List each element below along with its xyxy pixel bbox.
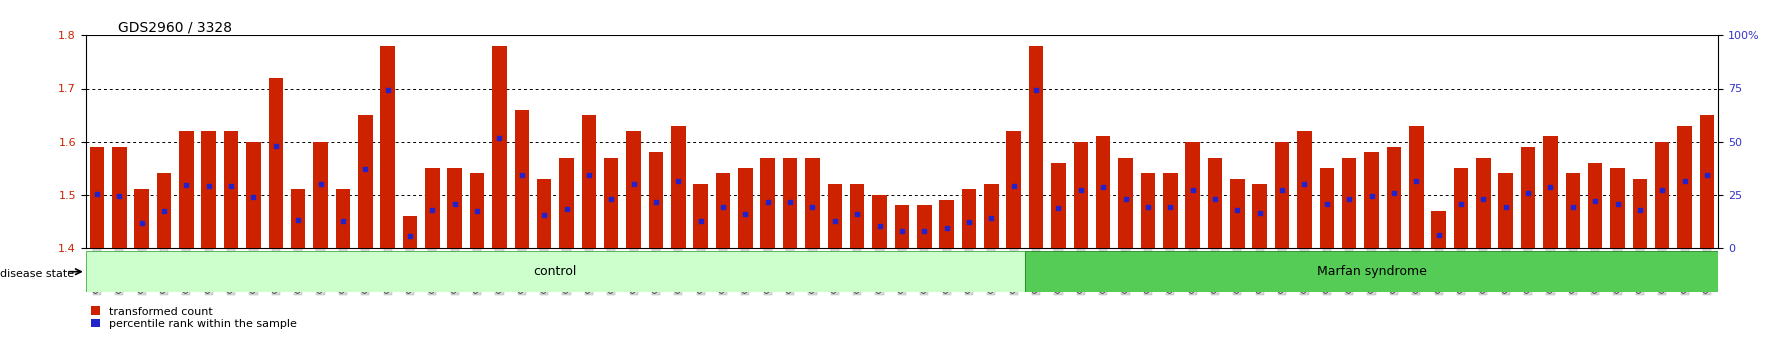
Bar	[961, 189, 977, 248]
Text: GDS2960 / 3328: GDS2960 / 3328	[118, 20, 232, 34]
Bar	[559, 158, 573, 248]
Bar	[1163, 173, 1177, 248]
Bar	[1207, 158, 1222, 248]
Bar	[86, 251, 1025, 292]
Bar	[268, 78, 282, 248]
Bar	[672, 126, 686, 248]
Bar	[1656, 142, 1670, 248]
Bar	[291, 189, 305, 248]
Bar	[1186, 142, 1200, 248]
Bar	[1498, 173, 1513, 248]
Bar	[202, 131, 216, 248]
Bar	[246, 142, 261, 248]
Text: control: control	[534, 265, 577, 278]
Bar	[738, 168, 752, 248]
Bar	[402, 216, 418, 248]
Bar	[1409, 126, 1423, 248]
Bar	[782, 158, 797, 248]
Bar	[1566, 173, 1581, 248]
Bar	[761, 158, 775, 248]
Bar	[1632, 179, 1647, 248]
Bar	[916, 205, 932, 248]
Bar	[538, 179, 552, 248]
Bar	[1007, 131, 1022, 248]
Text: disease state: disease state	[0, 269, 75, 279]
Bar	[1141, 173, 1156, 248]
Bar	[604, 158, 618, 248]
Bar	[470, 173, 484, 248]
Bar	[357, 115, 373, 248]
Bar	[1231, 179, 1245, 248]
Bar	[648, 152, 663, 248]
Bar	[1025, 251, 1718, 292]
Bar	[872, 195, 888, 248]
Bar	[514, 110, 529, 248]
Bar	[1588, 163, 1602, 248]
Bar	[380, 46, 395, 248]
Bar	[425, 168, 439, 248]
Bar	[1275, 142, 1289, 248]
Bar	[1365, 152, 1379, 248]
Bar	[827, 184, 843, 248]
Text: Marfan syndrome: Marfan syndrome	[1316, 265, 1427, 278]
Bar	[313, 142, 329, 248]
Bar	[1252, 184, 1266, 248]
Bar	[448, 168, 463, 248]
Bar	[1097, 136, 1111, 248]
Legend: transformed count, percentile rank within the sample: transformed count, percentile rank withi…	[91, 307, 296, 329]
Bar	[716, 173, 730, 248]
Bar	[493, 46, 507, 248]
Bar	[1029, 46, 1043, 248]
Bar	[984, 184, 998, 248]
Bar	[1118, 158, 1132, 248]
Bar	[850, 184, 864, 248]
Bar	[157, 173, 171, 248]
Bar	[1320, 168, 1334, 248]
Bar	[1341, 158, 1356, 248]
Bar	[1700, 115, 1715, 248]
Bar	[1454, 168, 1468, 248]
Bar	[179, 131, 193, 248]
Bar	[693, 184, 707, 248]
Bar	[134, 189, 148, 248]
Bar	[1677, 126, 1691, 248]
Bar	[1297, 131, 1311, 248]
Bar	[627, 131, 641, 248]
Bar	[1475, 158, 1491, 248]
Bar	[1386, 147, 1402, 248]
Bar	[336, 189, 350, 248]
Bar	[1052, 163, 1066, 248]
Bar	[805, 158, 820, 248]
Bar	[113, 147, 127, 248]
Bar	[1431, 211, 1447, 248]
Bar	[89, 147, 104, 248]
Bar	[1522, 147, 1536, 248]
Bar	[1611, 168, 1625, 248]
Bar	[223, 131, 238, 248]
Bar	[895, 205, 909, 248]
Bar	[1543, 136, 1557, 248]
Bar	[582, 115, 597, 248]
Bar	[1073, 142, 1088, 248]
Bar	[939, 200, 954, 248]
